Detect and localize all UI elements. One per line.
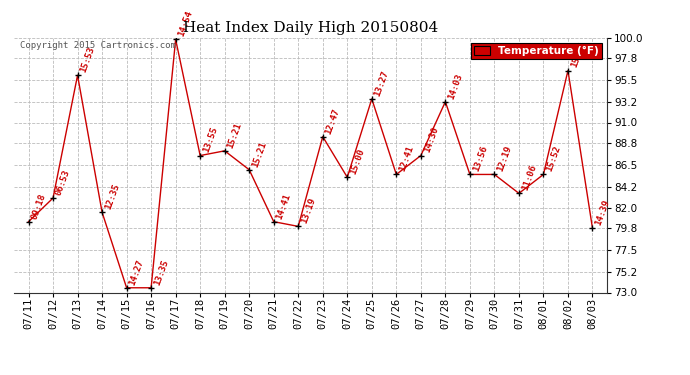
Legend: Temperature (°F): Temperature (°F) xyxy=(471,43,602,59)
Text: 13:56: 13:56 xyxy=(471,145,489,173)
Text: 13:19: 13:19 xyxy=(299,196,317,225)
Text: Copyright 2015 Cartronics.com: Copyright 2015 Cartronics.com xyxy=(20,41,176,50)
Text: 11:06: 11:06 xyxy=(520,164,538,192)
Text: 12:41: 12:41 xyxy=(397,145,415,173)
Text: 15:21: 15:21 xyxy=(250,140,268,168)
Text: 06:53: 06:53 xyxy=(55,168,72,196)
Text: 15:53: 15:53 xyxy=(79,45,97,74)
Title: Heat Index Daily High 20150804: Heat Index Daily High 20150804 xyxy=(183,21,438,35)
Text: 14:30: 14:30 xyxy=(422,126,440,154)
Text: 13:27: 13:27 xyxy=(373,69,391,98)
Text: 09:18: 09:18 xyxy=(30,192,48,220)
Text: 12:19: 12:19 xyxy=(495,145,513,173)
Text: 15:52: 15:52 xyxy=(544,145,562,173)
Text: 14:54: 14:54 xyxy=(177,10,195,38)
Text: 12:47: 12:47 xyxy=(324,107,342,135)
Text: 14:27: 14:27 xyxy=(128,258,146,286)
Text: 15:15: 15:15 xyxy=(569,41,586,69)
Text: 14:03: 14:03 xyxy=(446,72,464,100)
Text: 13:55: 13:55 xyxy=(201,126,219,154)
Text: 15:00: 15:00 xyxy=(348,147,366,176)
Text: 14:39: 14:39 xyxy=(593,198,611,227)
Text: 12:35: 12:35 xyxy=(104,183,121,211)
Text: 13:35: 13:35 xyxy=(152,258,170,286)
Text: 15:21: 15:21 xyxy=(226,121,244,149)
Text: 14:41: 14:41 xyxy=(275,192,293,220)
